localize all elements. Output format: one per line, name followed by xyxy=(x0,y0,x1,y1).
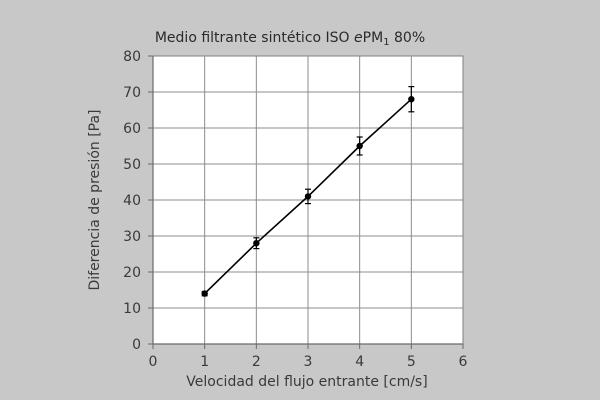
x-tick-label: 2 xyxy=(252,354,261,370)
x-tick-label: 4 xyxy=(355,354,364,370)
x-tick-label: 6 xyxy=(459,354,468,370)
y-tick-label: 30 xyxy=(123,229,141,245)
x-tick-label: 3 xyxy=(304,354,313,370)
y-tick-label: 50 xyxy=(123,157,141,173)
x-tick-label: 1 xyxy=(200,354,209,370)
data-point xyxy=(304,193,312,200)
x-axis-title: Velocidad del flujo entrante [cm/s] xyxy=(186,374,427,390)
y-tick-label: 10 xyxy=(123,301,141,317)
data-point xyxy=(408,96,415,103)
y-tick-label: 60 xyxy=(123,121,141,137)
y-tick-label: 0 xyxy=(132,337,141,353)
y-tick-label: 80 xyxy=(123,49,141,65)
x-tick-label: 0 xyxy=(149,354,158,370)
data-point xyxy=(201,290,208,297)
axes xyxy=(148,55,464,349)
y-tick-label: 70 xyxy=(123,85,141,101)
x-tick-label: 5 xyxy=(407,354,416,370)
data-series xyxy=(201,85,415,297)
data-point xyxy=(356,142,363,150)
y-axis-title: Diferencia de presión [Pa] xyxy=(87,109,103,290)
chart-title: Medio filtrante sintético ISO ePM1 80% xyxy=(155,30,425,48)
data-point xyxy=(253,240,260,247)
y-tick-label: 20 xyxy=(123,265,141,281)
y-tick-label: 40 xyxy=(123,193,141,209)
